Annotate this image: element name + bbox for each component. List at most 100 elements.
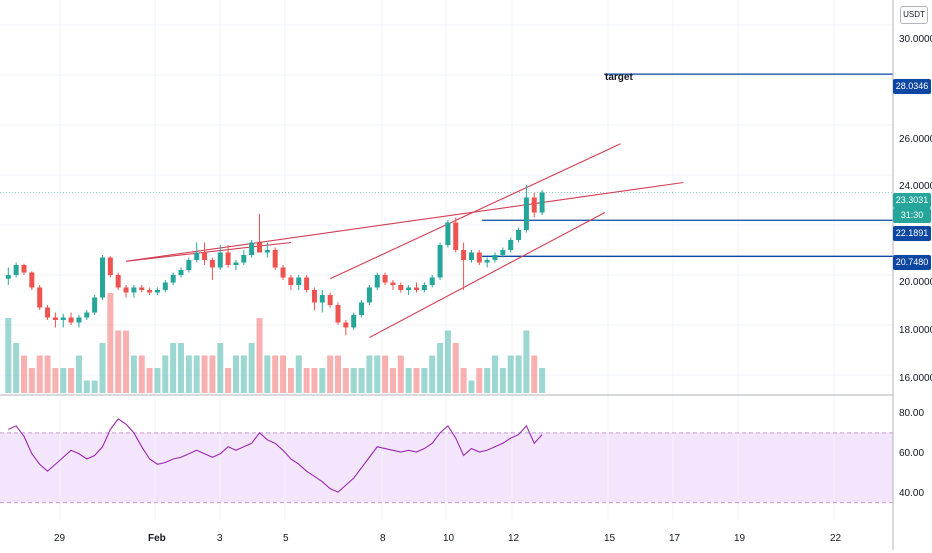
volume-bar xyxy=(52,368,59,393)
volume-bar xyxy=(405,368,412,393)
volume-bar xyxy=(28,368,35,393)
horizontal-levels[interactable] xyxy=(0,73,893,257)
candle-body xyxy=(421,285,427,290)
volume-bar xyxy=(350,368,357,393)
candle-body xyxy=(241,255,247,263)
candle-body xyxy=(461,250,467,260)
price-tick-30: 30.0000 xyxy=(899,34,932,45)
volume-bar xyxy=(201,355,208,393)
volume-bar xyxy=(335,355,341,393)
volume-bar xyxy=(507,355,514,393)
volume-bars xyxy=(5,293,546,393)
currency-badge[interactable]: USDT xyxy=(900,6,928,24)
volume-bar xyxy=(327,355,334,393)
volume-bar xyxy=(68,368,75,393)
volume-bar xyxy=(389,368,396,393)
candle-body xyxy=(351,315,357,328)
volume-bar xyxy=(280,355,287,393)
candle-body xyxy=(508,240,514,250)
volume-bar xyxy=(452,343,459,393)
candle-body xyxy=(531,197,537,213)
candle-body xyxy=(60,317,66,320)
candle-body xyxy=(37,287,43,308)
volume-bar xyxy=(170,343,177,393)
volume-bar xyxy=(13,343,20,393)
volume-bar xyxy=(83,380,90,393)
time-tick: 29 xyxy=(54,533,66,544)
candle-body xyxy=(249,242,255,255)
volume-bar xyxy=(311,368,318,393)
volume-bar xyxy=(397,355,404,393)
candle-body xyxy=(29,272,35,288)
candle-body xyxy=(445,222,451,245)
time-tick: 12 xyxy=(508,533,520,544)
volume-bar xyxy=(531,355,538,393)
volume-bar xyxy=(319,368,326,393)
candlesticks xyxy=(5,185,545,335)
candle-body xyxy=(264,250,270,253)
candle-body xyxy=(52,317,58,320)
candle-body xyxy=(139,287,145,290)
candle-body xyxy=(523,197,529,230)
volume-bar xyxy=(374,355,381,393)
volume-bar xyxy=(499,368,506,393)
candle-body xyxy=(194,252,200,260)
volume-bar xyxy=(460,368,467,393)
volume-bar xyxy=(21,355,27,393)
candle-body xyxy=(233,262,239,265)
volume-bar xyxy=(295,355,302,393)
candle-body xyxy=(100,257,105,298)
candle-body xyxy=(147,290,153,293)
volume-bar xyxy=(539,368,546,393)
candle-body xyxy=(374,275,380,288)
volume-bar xyxy=(523,330,530,393)
trend-lines[interactable] xyxy=(125,143,684,338)
volume-bar xyxy=(225,368,232,393)
volume-bar xyxy=(99,343,106,393)
price-tick-16: 16.0000 xyxy=(899,373,932,384)
volume-bar xyxy=(240,355,247,393)
candle-body xyxy=(178,270,184,275)
candle-body xyxy=(186,260,192,270)
volume-bar xyxy=(60,368,67,393)
volume-bar xyxy=(421,368,428,393)
volume-bar xyxy=(437,343,444,393)
candle-body xyxy=(398,285,404,290)
volume-bar xyxy=(287,368,294,393)
volume-bar xyxy=(115,330,122,393)
countdown-tag: 31:30 xyxy=(893,208,931,223)
time-tick: Feb xyxy=(148,533,166,544)
candle-body xyxy=(390,282,396,285)
volume-bar xyxy=(75,355,82,393)
candle-body xyxy=(107,257,113,275)
volume-bar xyxy=(492,355,498,393)
last-price-tag: 23.3031 xyxy=(893,193,931,208)
time-tick: 5 xyxy=(283,533,289,544)
volume-bar xyxy=(209,355,216,393)
volume-bar xyxy=(515,355,522,393)
time-tick: 10 xyxy=(443,533,455,544)
channel-lower-trendline xyxy=(369,212,606,338)
rsi-tick-80: 80.00 xyxy=(899,408,925,419)
rsi-indicator xyxy=(0,418,893,504)
candle-body xyxy=(288,277,294,285)
target-price-tag: 28.0346 xyxy=(893,79,931,94)
volume-bar xyxy=(256,318,263,393)
time-tick: 19 xyxy=(734,533,746,544)
volume-bar xyxy=(217,343,224,393)
candle-body xyxy=(311,290,317,303)
candle-body xyxy=(327,295,333,305)
price-tick-26: 26.0000 xyxy=(899,134,932,145)
candle-body xyxy=(343,322,349,328)
volume-bar xyxy=(413,368,420,393)
time-tick: 8 xyxy=(380,533,386,544)
candle-body xyxy=(414,287,419,290)
candle-body xyxy=(304,277,310,290)
candle-body xyxy=(170,275,176,283)
candle-body xyxy=(45,307,51,318)
volume-bar xyxy=(123,330,130,393)
volume-bar xyxy=(178,343,184,393)
volume-bar xyxy=(130,355,137,393)
